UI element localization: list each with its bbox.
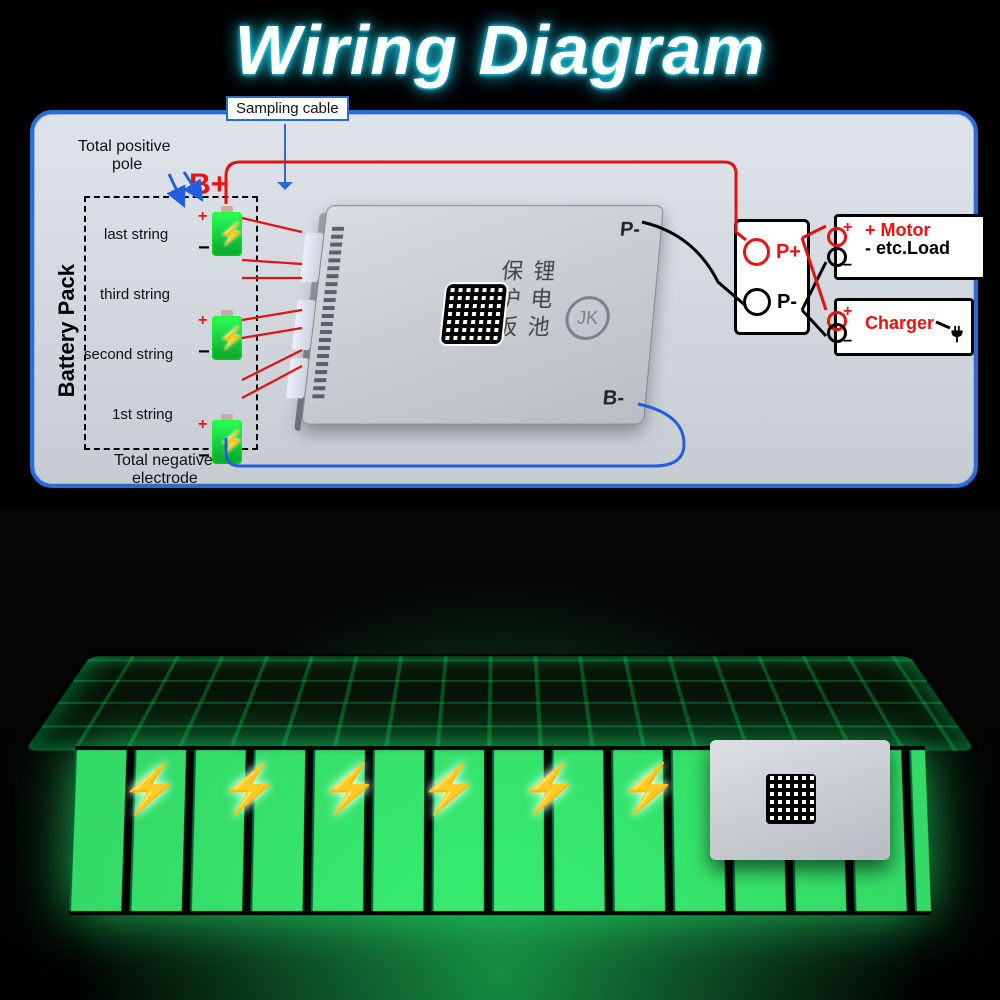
sampling-cable-callout: Sampling cable bbox=[226, 96, 349, 121]
io-pplus-row: P+ bbox=[743, 230, 801, 274]
bms-connector-top bbox=[300, 233, 324, 282]
bolt-icon: ⚡ bbox=[218, 221, 245, 247]
pack-render-bms-card bbox=[710, 740, 890, 860]
bms-brand-logo-icon: JK bbox=[563, 296, 611, 340]
string-label-second: second string bbox=[84, 346, 173, 363]
terminal-pminus-icon bbox=[743, 288, 771, 316]
io-pplus-label: P+ bbox=[776, 241, 801, 264]
callout-arrow-icon bbox=[277, 182, 293, 198]
bms-connector-bot bbox=[286, 358, 309, 398]
cell-second: ⚡ + − bbox=[212, 420, 242, 464]
callout-leader bbox=[284, 124, 286, 184]
minus-icon: − bbox=[843, 257, 852, 275]
bms-b-minus-label: B- bbox=[602, 387, 625, 410]
motor-load-box: + − + Motor - etc.Load bbox=[834, 214, 986, 280]
terminal-pplus-icon bbox=[743, 238, 770, 266]
total-negative-label-1: Total negative bbox=[114, 452, 213, 470]
plus-icon: + bbox=[198, 208, 207, 226]
bms-p-minus-label: P- bbox=[619, 219, 641, 242]
total-negative-label-2: electrode bbox=[132, 470, 198, 488]
plus-icon: + bbox=[843, 219, 852, 237]
plus-icon: + bbox=[198, 416, 207, 434]
string-label-first: 1st string bbox=[112, 406, 173, 423]
battery-pack-render: ⚡⚡⚡⚡⚡⚡⚡ bbox=[0, 510, 1000, 1000]
io-block: P+ P- bbox=[734, 219, 810, 335]
plug-icon bbox=[946, 324, 968, 346]
bms-board: P- B- 锂电池保护板 JK bbox=[301, 205, 664, 424]
qr-code-icon bbox=[766, 774, 816, 824]
io-pminus-label: P- bbox=[777, 291, 797, 314]
motor-line1: + Motor bbox=[865, 221, 975, 239]
total-positive-label-2: pole bbox=[112, 156, 142, 174]
motor-line2: - etc.Load bbox=[865, 239, 975, 257]
total-positive-label-1: Total positive bbox=[78, 138, 171, 156]
diagram-panel: Sampling cable Total positive pole B+ Ba… bbox=[30, 110, 978, 488]
qr-code-icon bbox=[441, 284, 507, 344]
minus-icon: − bbox=[198, 237, 210, 260]
plus-icon: + bbox=[843, 303, 852, 321]
cell-third: ⚡ + − bbox=[212, 316, 242, 360]
page-title: Wiring Diagram bbox=[0, 10, 1000, 90]
pack-render-top bbox=[25, 656, 975, 750]
string-label-third: third string bbox=[100, 286, 170, 303]
plus-icon: + bbox=[198, 312, 207, 330]
minus-icon: − bbox=[843, 333, 852, 351]
cell-last: ⚡ + − bbox=[212, 212, 242, 256]
io-pminus-row: P- bbox=[743, 280, 801, 324]
bms-connector-mid bbox=[292, 300, 316, 350]
bolt-icon: ⚡ bbox=[218, 429, 245, 455]
bolt-icon: ⚡ bbox=[218, 325, 245, 351]
string-label-last: last string bbox=[104, 226, 168, 243]
pack-render-bolts: ⚡⚡⚡⚡⚡⚡⚡ bbox=[120, 760, 680, 900]
battery-pack-label: Battery Pack bbox=[54, 264, 80, 397]
minus-icon: − bbox=[198, 341, 210, 364]
